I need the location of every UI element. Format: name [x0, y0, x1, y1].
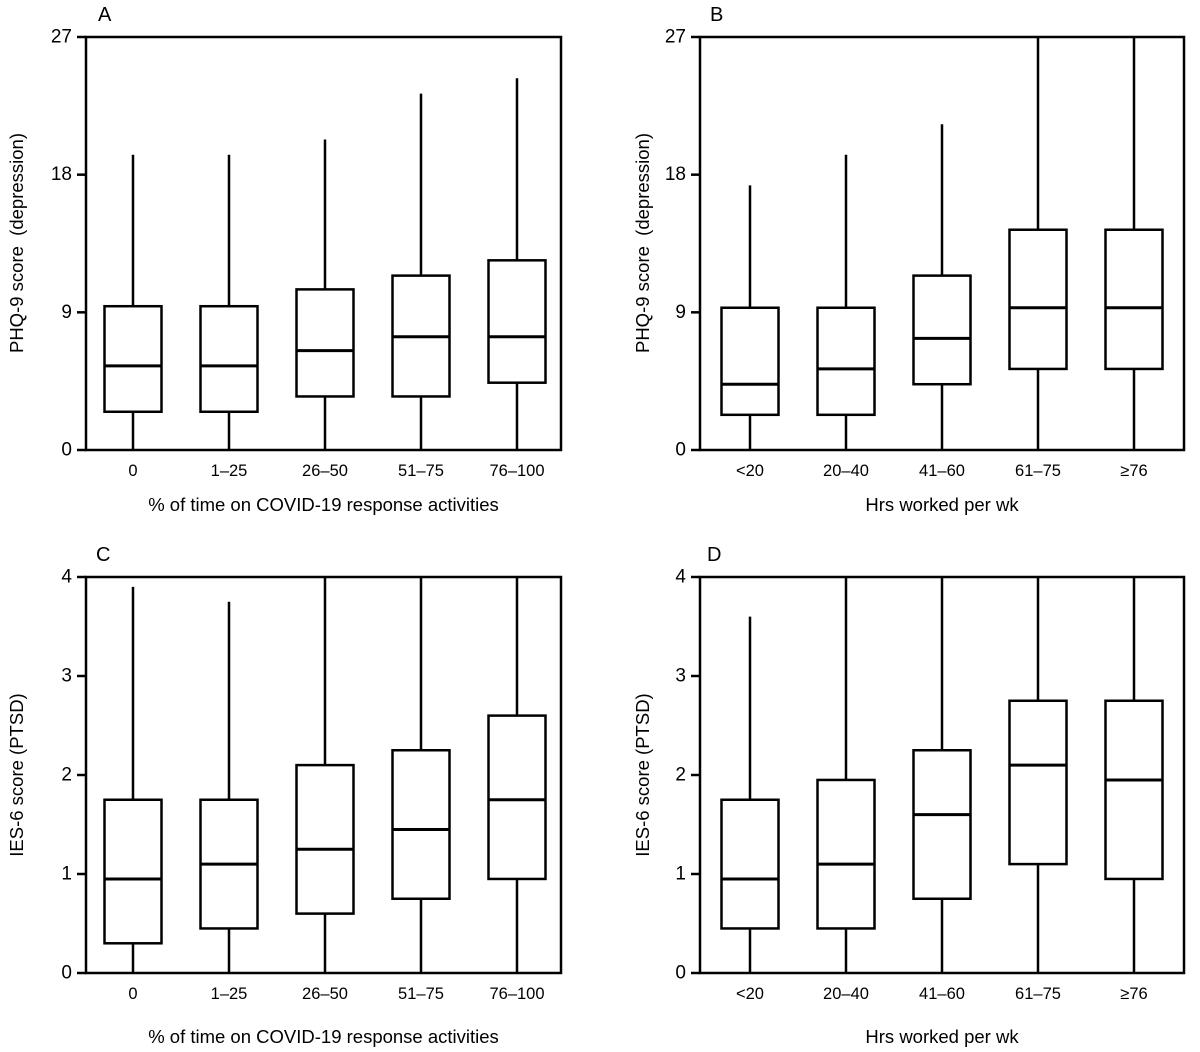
panel-letter-a: A — [98, 4, 112, 26]
category-label-b: <20 — [736, 462, 764, 480]
category-label-d: 61–75 — [1015, 985, 1061, 1003]
y-tick-label-b: 9 — [675, 302, 686, 323]
plot-frame-a — [84, 35, 563, 452]
box-rect-d — [816, 778, 876, 930]
y-tick-label-a: 18 — [51, 164, 72, 185]
category-label-d: ≥76 — [1120, 985, 1147, 1003]
panel-letter-b: B — [710, 4, 724, 26]
y-axis-title-c: IES-6 score (PTSD) — [6, 693, 27, 857]
y-tick-label-b: 18 — [665, 164, 686, 185]
category-label-a: 0 — [128, 462, 137, 480]
box-rect-d — [912, 749, 972, 900]
box-rect-b — [912, 274, 972, 386]
y-tick-label-b: 27 — [665, 27, 686, 48]
y-tick-label-d: 3 — [675, 666, 686, 687]
category-label-b: 41–60 — [919, 462, 965, 480]
y-tick-label-c: 0 — [61, 963, 72, 984]
x-axis-title-b: Hrs worked per wk — [865, 494, 1019, 515]
y-tick-label-c: 2 — [61, 765, 72, 786]
category-label-c: 51–75 — [398, 985, 444, 1003]
x-axis-title-d: Hrs worked per wk — [865, 1026, 1019, 1047]
box-rect-a — [487, 259, 547, 384]
box-rect-b — [1104, 228, 1164, 371]
y-tick-label-d: 1 — [675, 864, 686, 885]
box-rect-a — [295, 288, 355, 398]
category-label-c: 0 — [128, 985, 137, 1003]
y-axis-title-d: IES-6 score (PTSD) — [632, 693, 653, 857]
x-axis-title-a: % of time on COVID-19 response activitie… — [148, 494, 499, 515]
y-axis-title-b: PHQ-9 score (depression) — [632, 132, 653, 354]
category-label-a: 51–75 — [398, 462, 444, 480]
box-rect-b — [816, 306, 876, 417]
box-rect-d — [1104, 699, 1164, 881]
box-rect-c — [103, 798, 163, 945]
category-label-d: 20–40 — [823, 985, 869, 1003]
y-tick-label-d: 2 — [675, 765, 686, 786]
category-label-c: 26–50 — [302, 985, 348, 1003]
y-tick-label-c: 3 — [61, 666, 72, 687]
box-rect-a — [199, 304, 259, 414]
box-rect-d — [720, 798, 780, 930]
category-label-d: <20 — [736, 985, 764, 1003]
x-axis-title-c: % of time on COVID-19 response activitie… — [148, 1026, 499, 1047]
box-rect-c — [487, 714, 547, 881]
category-label-b: 61–75 — [1015, 462, 1061, 480]
category-label-a: 26–50 — [302, 462, 348, 480]
box-rect-a — [103, 304, 163, 414]
category-label-c: 76–100 — [489, 985, 544, 1003]
panel-letter-d: D — [707, 544, 722, 566]
y-tick-label-a: 27 — [51, 27, 72, 48]
box-rect-c — [391, 749, 451, 900]
y-tick-label-c: 4 — [61, 567, 72, 588]
category-label-c: 1–25 — [211, 985, 248, 1003]
category-label-b: 20–40 — [823, 462, 869, 480]
panel-letter-c: C — [96, 544, 111, 566]
y-tick-label-b: 0 — [675, 440, 686, 461]
y-tick-label-a: 0 — [61, 440, 72, 461]
category-label-d: 41–60 — [919, 985, 965, 1003]
box-rect-b — [1008, 228, 1068, 371]
category-label-b: ≥76 — [1120, 462, 1147, 480]
box-rect-b — [720, 306, 780, 417]
box-rect-c — [295, 763, 355, 915]
category-label-a: 76–100 — [489, 462, 544, 480]
category-label-a: 1–25 — [211, 462, 248, 480]
box-rect-d — [1008, 699, 1068, 866]
y-tick-label-d: 4 — [675, 567, 686, 588]
y-tick-label-c: 1 — [61, 864, 72, 885]
y-tick-label-d: 0 — [675, 963, 686, 984]
y-axis-title-a: PHQ-9 score (depression) — [6, 132, 27, 354]
y-tick-label-a: 9 — [61, 302, 72, 323]
